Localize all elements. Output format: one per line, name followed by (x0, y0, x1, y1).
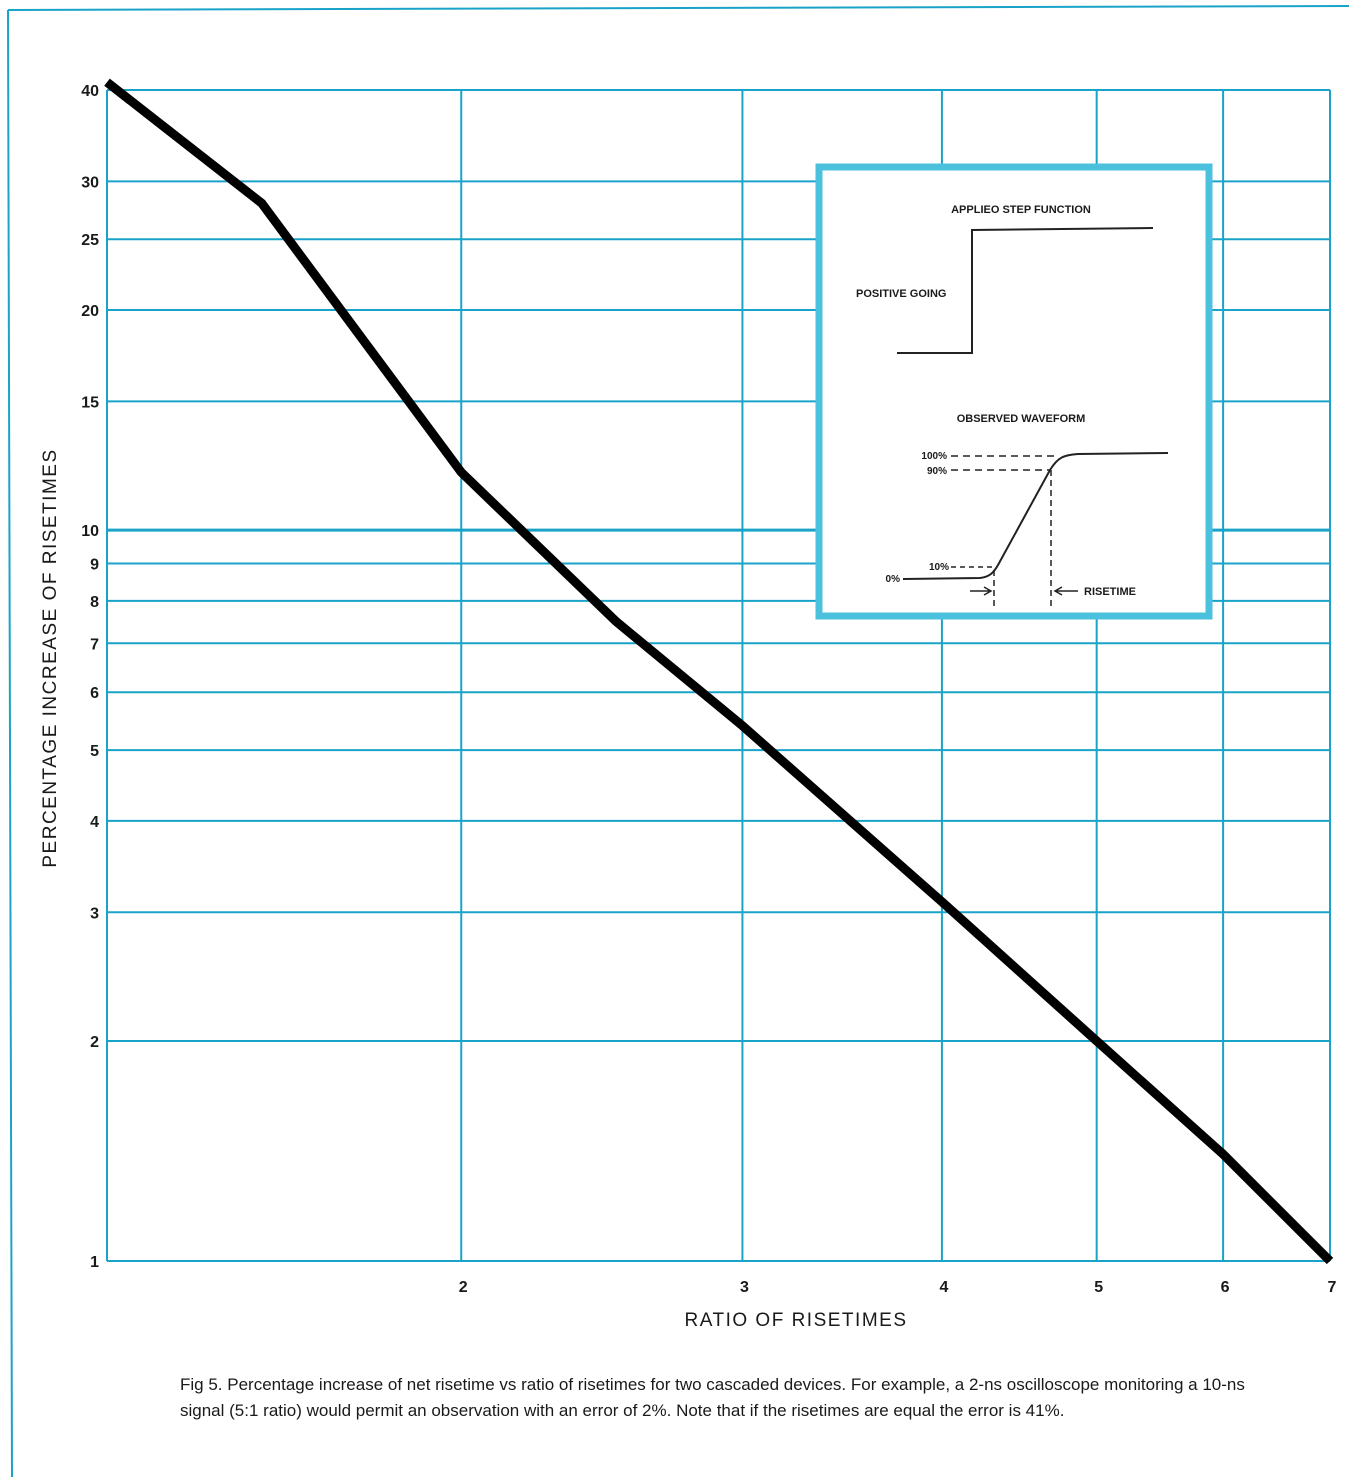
level-10-label: 10% (929, 562, 949, 573)
x-tick-label: 7 (1328, 1279, 1337, 1296)
x-axis-title: RATIO OF RISETIMES (685, 1310, 908, 1331)
x-tick-label: 4 (939, 1279, 948, 1296)
y-tick-label: 5 (90, 743, 99, 760)
y-tick-label: 4 (90, 814, 99, 831)
observed-waveform-trace (902, 452, 1169, 580)
y-tick-labels: 1 2 3 4 5 6 7 8 9 10 15 20 25 30 40 (81, 83, 99, 1271)
y-tick-label: 15 (81, 394, 99, 411)
arrow-left-icon (1053, 586, 1078, 596)
y-tick-label: 9 (90, 557, 99, 574)
x-tick-labels: 2 3 4 5 6 7 (459, 1279, 1337, 1296)
inset-positive-label: POSITIVE GOING (856, 288, 946, 300)
figure-caption: Fig 5. Percentage increase of net riseti… (180, 1375, 1245, 1420)
y-tick-label: 7 (90, 636, 99, 653)
step-function-trace (897, 227, 1154, 354)
y-axis-title: PERCENTAGE INCREASE OF RISETIMES (40, 448, 61, 867)
x-tick-label: 2 (459, 1279, 468, 1296)
y-tick-label: 6 (90, 685, 99, 702)
level-90-label: 90% (927, 466, 947, 477)
y-tick-label: 2 (90, 1034, 99, 1051)
y-tick-label: 40 (81, 83, 99, 100)
y-tick-label: 1 (90, 1254, 99, 1271)
y-tick-label: 30 (81, 174, 99, 191)
level-0-label: 0% (886, 574, 901, 585)
inset-diagram: APPLIEO STEP FUNCTION POSITIVE GOING OBS… (815, 163, 1213, 620)
inset-step-title: APPLIEO STEP FUNCTION (951, 204, 1091, 216)
level-100-label: 100% (921, 451, 947, 462)
inset-observed-title: OBSERVED WAVEFORM (957, 413, 1086, 425)
inset-border (815, 163, 1213, 620)
series-line (104, 78, 1334, 1265)
x-tick-label: 5 (1094, 1279, 1103, 1296)
y-tick-label: 10 (81, 523, 99, 540)
x-tick-label: 3 (740, 1279, 749, 1296)
y-tick-label: 25 (81, 232, 99, 249)
arrow-right-icon (970, 586, 993, 596)
risetime-label: RISETIME (1084, 586, 1136, 598)
y-tick-label: 20 (81, 303, 99, 320)
y-tick-label: 8 (90, 594, 99, 611)
y-tick-label: 3 (90, 905, 99, 922)
x-tick-label: 6 (1221, 1279, 1230, 1296)
